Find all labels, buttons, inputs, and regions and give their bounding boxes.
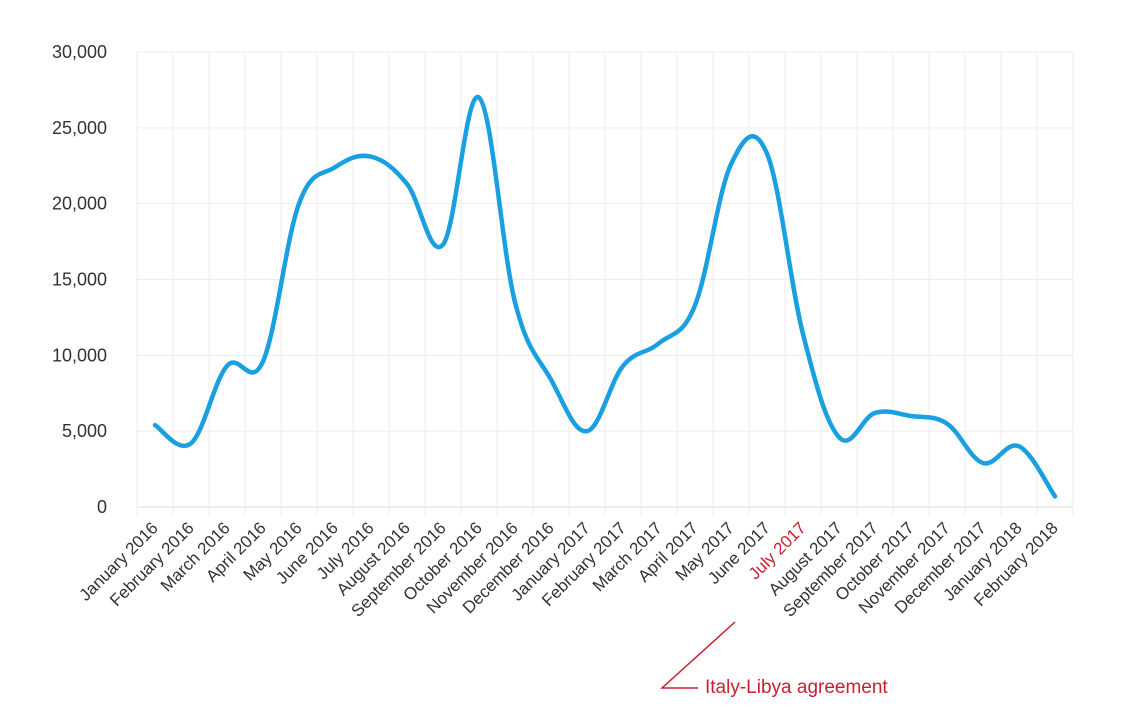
- annotation-leader-line: [660, 621, 736, 689]
- y-tick-label: 20,000: [52, 194, 107, 214]
- y-tick-label: 15,000: [52, 270, 107, 290]
- series-line: [152, 95, 1058, 499]
- y-tick-label: 30,000: [52, 42, 107, 62]
- annotation: Italy-Libya agreement: [660, 621, 888, 698]
- y-tick-label: 10,000: [52, 345, 107, 365]
- grid: [136, 51, 1074, 515]
- annotation-label: Italy-Libya agreement: [705, 677, 888, 698]
- y-tick-label: 0: [97, 497, 107, 517]
- y-axis: 0 5,000 10,000 15,000 20,000 25,000 30,000: [52, 42, 107, 517]
- y-tick-label: 25,000: [52, 118, 107, 138]
- y-tick-label: 5,000: [62, 421, 107, 441]
